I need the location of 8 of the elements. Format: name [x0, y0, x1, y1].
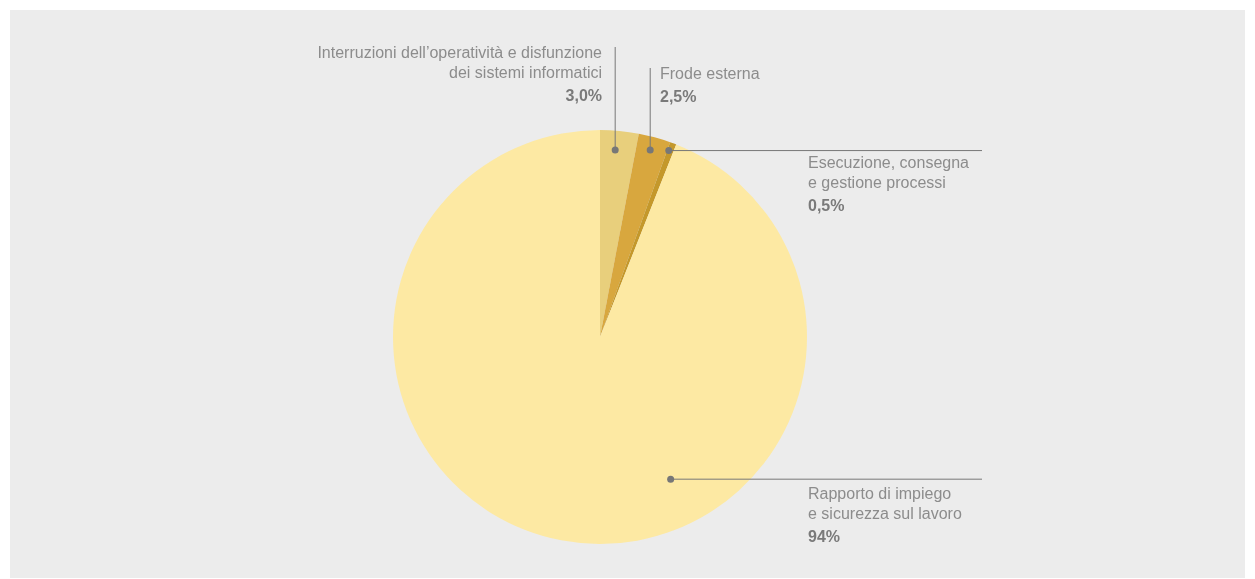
slice-label: Frode esterna [660, 65, 760, 82]
data-label: 3,0% [565, 87, 602, 104]
data-label: 94% [808, 528, 841, 545]
slice-label: Rapporto di impiego e sicurezza sul lavoro [808, 485, 962, 522]
slice-label: Esecuzione, consegna e gestione processi [808, 154, 970, 191]
data-label: 0,5% [808, 197, 845, 214]
slice-label: Interruzioni dell’operatività e disfunzione dei sistemi informatici [317, 44, 603, 81]
data-label: 2,5% [660, 88, 697, 105]
